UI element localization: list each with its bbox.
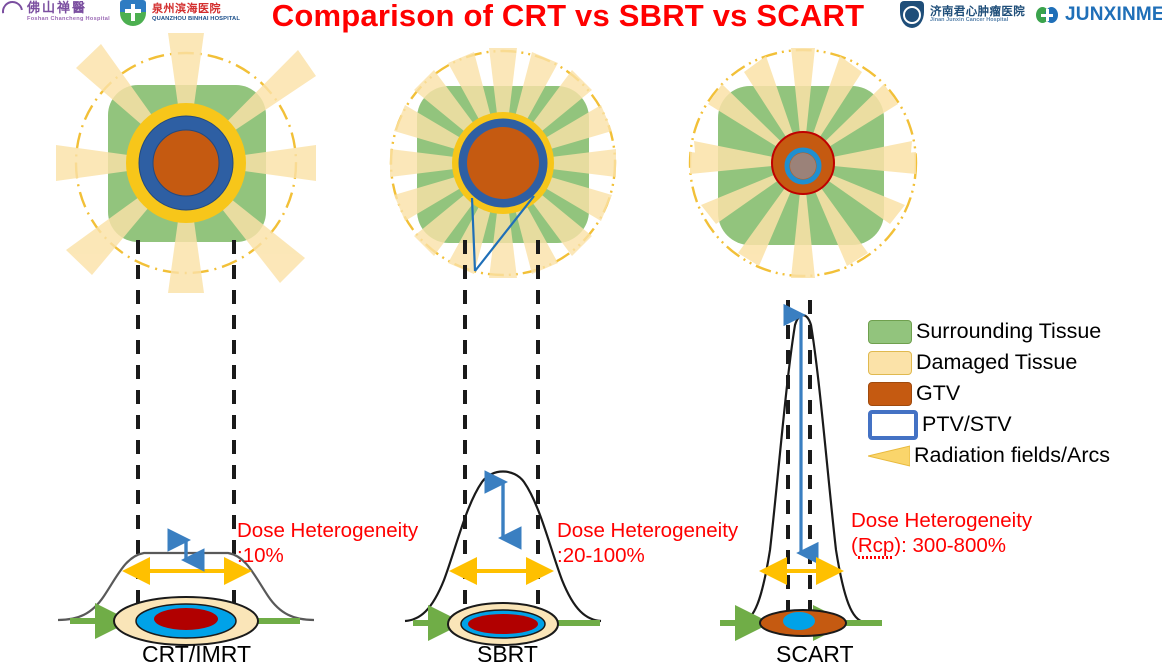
gtv-core-crt xyxy=(152,129,220,197)
cross-section-ptv-scart xyxy=(783,612,815,630)
column-scart xyxy=(688,48,918,641)
scart-note-prefix: ( xyxy=(851,534,858,558)
logo-junxinme-wordmark: JUNXINME xyxy=(1036,4,1162,26)
column-crt-imrt xyxy=(56,33,316,646)
dose-profile-curve-scart xyxy=(741,314,865,624)
surrounding-tissue-swatch-icon xyxy=(868,319,912,344)
legend-label-ptv-stv: PTV/STV xyxy=(922,411,1012,436)
cross-section-gtv-crt xyxy=(154,608,218,630)
dose-note-scart-line2: (Rcp): 300-800% xyxy=(851,533,1032,558)
modality-label-scart: SCART xyxy=(776,641,854,667)
leader-line-sbrt xyxy=(470,195,535,272)
gtv-core-sbrt xyxy=(467,127,539,199)
dose-heterogeneity-note-crt: Dose Heterogeneity :10% xyxy=(237,518,418,568)
dose-note-crt-line1: Dose Heterogeneity xyxy=(237,519,419,542)
column-sbrt xyxy=(389,48,617,646)
scart-note-suffix: ): 300-800% xyxy=(894,534,1006,558)
ptv-stv-ring-sbrt xyxy=(458,118,548,208)
ptv-stv-swatch-icon xyxy=(868,409,918,440)
damaged-tissue-swatch-icon xyxy=(868,350,912,375)
dose-heterogeneity-note-scart: Dose Heterogeneity (Rcp): 300-800% xyxy=(851,508,1032,558)
dose-note-scart-line1: Dose Heterogeneity xyxy=(851,509,1033,532)
legend-item-ptv-stv: PTV/STV xyxy=(868,409,1160,440)
modality-label-crt-imrt: CRT/IMRT xyxy=(142,641,252,667)
scart-note-spellcheck-word: Rcp xyxy=(857,534,895,558)
dose-note-sbrt-line1: Dose Heterogeneity xyxy=(557,519,739,542)
page-title: Comparison of CRT vs SBRT vs SCART xyxy=(271,0,865,33)
dose-heterogeneity-note-sbrt: Dose Heterogeneity :20-100% xyxy=(557,518,738,568)
legend-item-gtv: GTV xyxy=(868,378,1160,409)
dose-note-crt-line2: :10% xyxy=(237,544,284,568)
legend-label-gtv: GTV xyxy=(916,380,961,405)
legend-label-radiation-fields: Radiation fields/Arcs xyxy=(914,442,1110,467)
target-center-scart xyxy=(790,153,816,179)
logo-quanzhou-chinese-name: 泉州滨海医院 xyxy=(152,3,221,16)
medical-cross-icon xyxy=(120,0,146,26)
legend-label-surrounding-tissue: Surrounding Tissue xyxy=(916,318,1102,343)
gtv-swatch-icon xyxy=(868,381,912,406)
legend-label-damaged-tissue: Damaged Tissue xyxy=(916,349,1078,374)
shield-icon xyxy=(900,1,924,28)
logo-jinan-english-name: Jinan Junxin Cancer Hospital xyxy=(930,16,1009,23)
logo-jinan-chinese-name: 济南君心肿瘤医院 xyxy=(930,5,1026,18)
logo-foshan-chinese-name: 佛山禅醫 xyxy=(27,0,88,16)
logo-quanzhou-binhai-hospital: 泉州滨海医院 QUANZHOU BINHAI HOSPITAL xyxy=(120,0,240,26)
legend-item-surrounding-tissue: Surrounding Tissue xyxy=(868,316,1160,347)
legend-item-damaged-tissue: Damaged Tissue xyxy=(868,347,1160,378)
logo-jinan-junxin-cancer-hospital: 济南君心肿瘤医院 Jinan Junxin Cancer Hospital xyxy=(900,1,1025,28)
logo-foshan-chancheng-hospital: 佛山禅醫 Foshan Chancheng Hospital xyxy=(0,0,111,27)
radiation-wedge-icon xyxy=(868,444,910,467)
logo-foshan-english-name: Foshan Chancheng Hospital xyxy=(27,15,111,22)
ptv-stv-ring-scart xyxy=(784,147,822,185)
legend: Surrounding Tissue Damaged Tissue GTV PT… xyxy=(868,316,1160,471)
logo-quanzhou-english-name: QUANZHOU BINHAI HOSPITAL xyxy=(152,15,240,22)
legend-item-radiation-fields: Radiation fields/Arcs xyxy=(868,440,1160,471)
header-bar: 佛山禅醫 Foshan Chancheng Hospital 泉州滨海医院 QU… xyxy=(0,0,1162,36)
dose-note-sbrt-line2: :20-100% xyxy=(557,544,645,568)
cross-section-gtv-sbrt xyxy=(468,614,538,634)
junxin-cross-icon xyxy=(1036,4,1058,26)
modality-label-sbrt: SBRT xyxy=(477,641,538,667)
junxinme-text: JUNXINME xyxy=(1065,4,1162,25)
